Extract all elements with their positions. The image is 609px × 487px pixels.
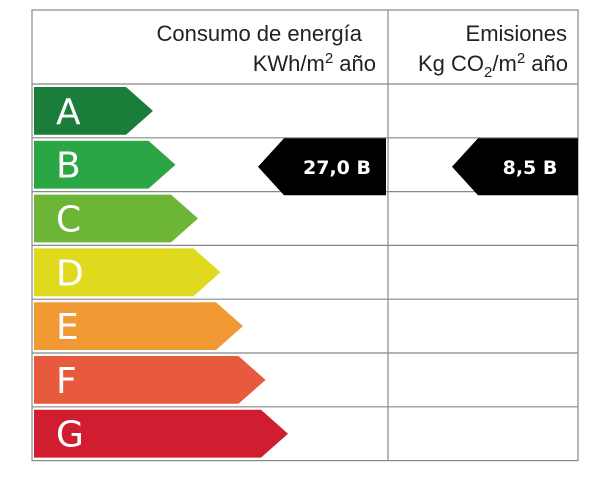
rating-arrow-e [34, 302, 243, 350]
rating-arrow-g [34, 409, 288, 458]
rating-arrow-b [34, 140, 176, 189]
rating-letter-c: C [56, 200, 81, 241]
energy-unit-suffix: año [333, 51, 376, 76]
emissions-value-label: 8,5 B [503, 157, 558, 179]
emissions-value-badge [452, 138, 578, 196]
energy-value-label: 27,0 B [303, 157, 371, 179]
energy-value-badge [258, 138, 386, 196]
emissions-unit-prefix: Kg CO [418, 51, 484, 76]
rating-arrow-a [34, 87, 153, 135]
emissions-unit-sup: 2 [517, 50, 525, 67]
energy-unit-prefix: KWh/m [253, 51, 325, 76]
rating-letter-e: E [56, 307, 79, 348]
rating-arrow-f [34, 356, 266, 404]
energy-column-title: Consumo de energía [157, 21, 363, 46]
rating-badges: 27,0 B 8,5 B [258, 138, 578, 196]
rating-letter-g: G [56, 415, 84, 456]
rating-letter-d: D [56, 253, 84, 294]
table-border [31, 9, 579, 462]
emissions-unit-suffix: año [525, 51, 568, 76]
rating-letter-f: F [56, 361, 77, 402]
emissions-unit-sub: 2 [484, 64, 492, 81]
rating-arrow-c [34, 194, 198, 243]
emissions-unit-mid: /m [492, 51, 516, 76]
rating-arrow-d [34, 248, 221, 297]
rating-letter-b: B [56, 146, 81, 187]
emissions-column-title: Emisiones [466, 21, 567, 46]
energy-column-unit: KWh/m2 año [253, 50, 376, 76]
rating-letter-a: A [56, 92, 81, 133]
energy-unit-sup: 2 [325, 50, 333, 67]
emissions-column-unit: Kg CO2/m2 año [418, 50, 568, 81]
